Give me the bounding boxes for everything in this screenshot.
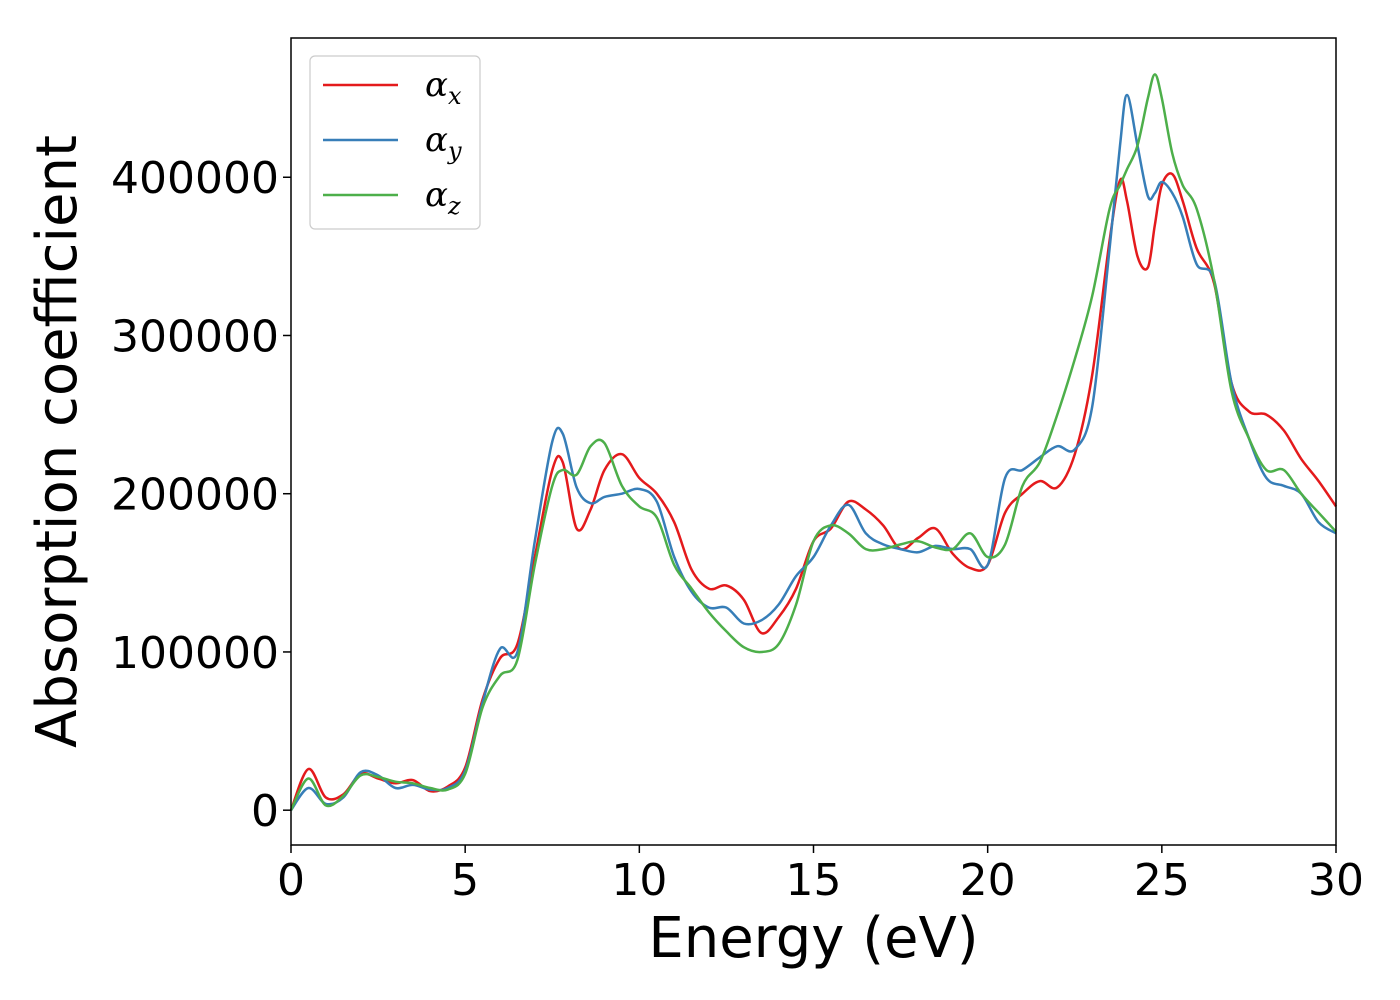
legend-box <box>309 55 481 230</box>
y-tick-label: 400000 <box>111 153 279 204</box>
series-line-y <box>289 93 1337 811</box>
x-tick-label: 20 <box>960 855 1016 906</box>
x-axis-title: Energy (eV) <box>648 906 978 971</box>
legend-label-x: αx <box>425 65 462 110</box>
y-tick-label: 200000 <box>111 470 279 521</box>
ticks-layer: 0 5 10 15 20 25 30 0 100000 200000 300000 400000 <box>111 153 1364 906</box>
series-layer <box>289 73 1338 811</box>
x-tick-label: 30 <box>1308 855 1364 906</box>
y-tick-label: 0 <box>251 786 279 837</box>
x-tick-label: 25 <box>1134 855 1190 906</box>
y-axis-title: Absorption coefficient <box>25 135 90 748</box>
x-tick-label: 10 <box>611 855 667 906</box>
x-tick-label: 5 <box>451 855 479 906</box>
series-line-z <box>289 73 1337 811</box>
x-tick-label: 15 <box>786 855 842 906</box>
series-line-x <box>289 172 1338 811</box>
x-tick-label: 0 <box>277 855 305 906</box>
y-tick-label: 300000 <box>111 311 279 362</box>
y-tick-label: 100000 <box>111 628 279 679</box>
